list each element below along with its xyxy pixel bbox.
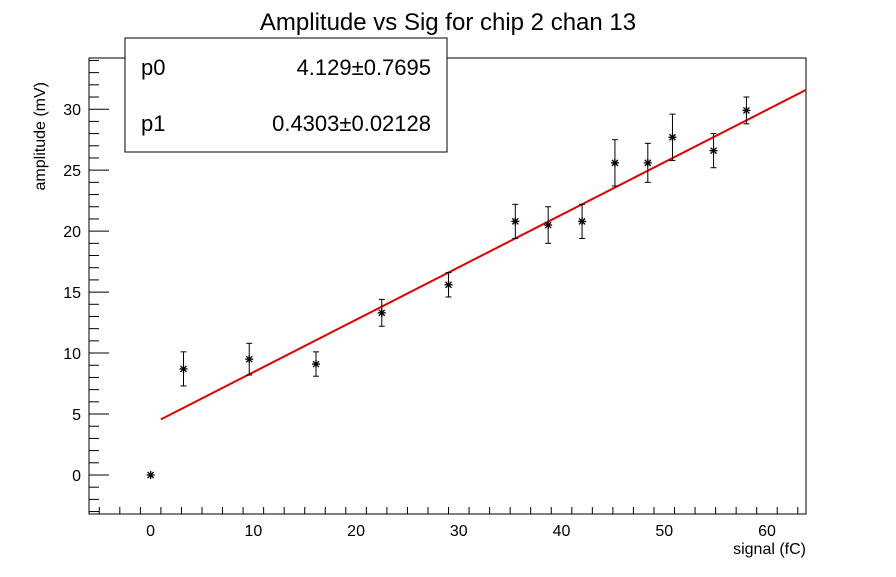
x-axis-label: signal (fC) xyxy=(733,541,806,558)
x-tick-label: 10 xyxy=(244,523,262,540)
data-point xyxy=(444,272,453,298)
star-marker xyxy=(444,280,453,289)
stats-p1-label: p1 xyxy=(141,111,165,136)
stats-p0-label: p0 xyxy=(141,55,165,80)
y-axis: 0 5 10 15 20 25 30 xyxy=(63,59,109,513)
y-axis-label: amplitude (mV) xyxy=(32,82,49,190)
fit-line xyxy=(160,89,807,421)
star-marker xyxy=(511,217,520,226)
star-marker xyxy=(312,360,321,369)
star-marker xyxy=(610,158,619,167)
star-marker xyxy=(643,158,652,167)
star-marker xyxy=(245,355,254,364)
stats-p0-pm: ± xyxy=(352,55,364,80)
stats-p0-value: 4.129±0.7695 xyxy=(297,55,431,80)
x-tick-label: 30 xyxy=(450,523,468,540)
stats-p1-estimate: 0.4303 xyxy=(272,111,339,136)
stats-p0-estimate: 4.129 xyxy=(297,55,352,80)
y-tick-label: 0 xyxy=(72,468,81,485)
star-marker xyxy=(668,133,677,142)
stats-p0-error: 0.7695 xyxy=(364,55,431,80)
stats-box-frame xyxy=(124,37,448,153)
chart-title: Amplitude vs Sig for chip 2 chan 13 xyxy=(260,9,636,36)
y-tick-label: 20 xyxy=(63,224,81,241)
data-point xyxy=(511,203,520,239)
y-tick-label: 15 xyxy=(63,285,81,302)
star-marker xyxy=(742,106,751,115)
data-point xyxy=(668,113,677,161)
x-tick-label: 60 xyxy=(758,523,776,540)
x-tick-label: 40 xyxy=(553,523,571,540)
y-tick-label: 30 xyxy=(63,102,81,119)
data-point xyxy=(312,351,321,377)
star-marker xyxy=(179,364,188,373)
star-marker xyxy=(709,146,718,155)
stats-p1-pm: ± xyxy=(339,111,351,136)
x-tick-label: 20 xyxy=(347,523,365,540)
data-point xyxy=(610,139,619,187)
star-marker xyxy=(146,470,155,479)
data-point xyxy=(377,298,386,327)
x-tick-label: 50 xyxy=(655,523,673,540)
y-tick-label: 10 xyxy=(63,346,81,363)
data-point xyxy=(742,96,751,125)
data-point xyxy=(245,342,254,376)
fit-stats-box: p0 4.129±0.7695 p1 0.4303±0.02128 xyxy=(124,37,448,153)
fit-series xyxy=(160,89,807,421)
data-point xyxy=(709,133,718,169)
y-tick-label: 25 xyxy=(63,163,81,180)
data-point xyxy=(544,206,553,244)
star-marker xyxy=(578,217,587,226)
star-marker xyxy=(544,221,553,230)
star-marker xyxy=(377,308,386,317)
stats-p1-value: 0.4303±0.02128 xyxy=(272,111,431,136)
data-series xyxy=(146,96,751,479)
data-point xyxy=(146,470,155,479)
x-axis: 0 10 20 30 40 50 60 xyxy=(98,507,799,540)
y-tick-label: 5 xyxy=(72,407,81,424)
data-point xyxy=(643,142,652,183)
data-point xyxy=(578,203,587,239)
data-point xyxy=(179,351,188,387)
x-tick-label: 0 xyxy=(146,523,155,540)
stats-p1-error: 0.02128 xyxy=(351,111,431,136)
